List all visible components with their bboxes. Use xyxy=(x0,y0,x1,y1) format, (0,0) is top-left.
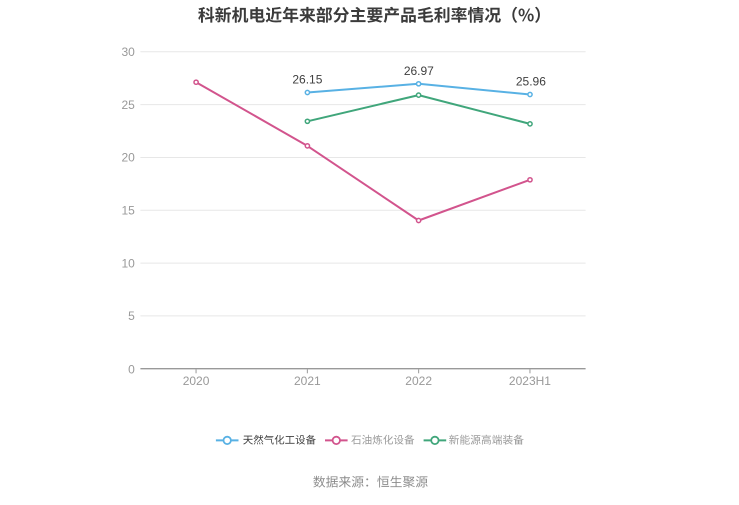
svg-text:5: 5 xyxy=(128,309,135,323)
svg-text:2021: 2021 xyxy=(294,374,321,388)
svg-text:10: 10 xyxy=(121,256,135,270)
svg-text:26.97: 26.97 xyxy=(404,64,434,78)
svg-text:26.15: 26.15 xyxy=(292,73,322,87)
svg-text:2023H1: 2023H1 xyxy=(509,374,551,388)
svg-text:25.96: 25.96 xyxy=(516,75,546,89)
svg-text:2022: 2022 xyxy=(405,374,432,388)
svg-text:0: 0 xyxy=(128,363,135,377)
svg-text:20: 20 xyxy=(121,151,135,165)
svg-text:25: 25 xyxy=(121,98,135,112)
svg-text:2020: 2020 xyxy=(183,374,210,388)
svg-text:15: 15 xyxy=(121,204,135,218)
svg-text:30: 30 xyxy=(121,45,135,59)
